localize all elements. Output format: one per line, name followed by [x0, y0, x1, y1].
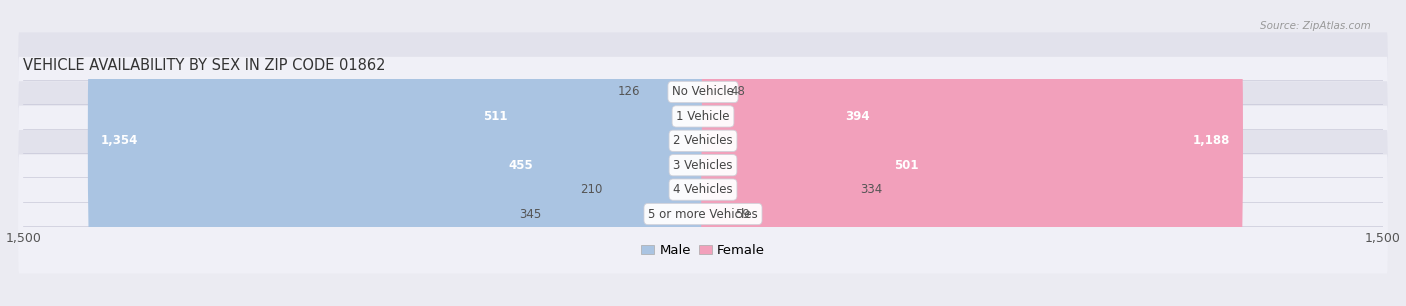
FancyBboxPatch shape	[18, 106, 1388, 225]
Text: 501: 501	[894, 159, 918, 172]
FancyBboxPatch shape	[702, 14, 883, 219]
Text: 455: 455	[508, 159, 533, 172]
Text: 5 or more Vehicles: 5 or more Vehicles	[648, 207, 758, 221]
FancyBboxPatch shape	[18, 57, 1388, 176]
Text: 1 Vehicle: 1 Vehicle	[676, 110, 730, 123]
FancyBboxPatch shape	[702, 0, 727, 194]
FancyBboxPatch shape	[702, 39, 1243, 243]
Text: 3 Vehicles: 3 Vehicles	[673, 159, 733, 172]
FancyBboxPatch shape	[702, 63, 932, 267]
Text: 2 Vehicles: 2 Vehicles	[673, 134, 733, 147]
Text: 1,354: 1,354	[101, 134, 138, 147]
Text: No Vehicle: No Vehicle	[672, 85, 734, 99]
Text: Source: ZipAtlas.com: Source: ZipAtlas.com	[1260, 21, 1371, 32]
FancyBboxPatch shape	[87, 39, 704, 243]
Text: 126: 126	[619, 85, 641, 99]
Text: 345: 345	[519, 207, 541, 221]
FancyBboxPatch shape	[644, 0, 704, 194]
Text: 334: 334	[859, 183, 882, 196]
FancyBboxPatch shape	[470, 14, 704, 219]
FancyBboxPatch shape	[702, 112, 731, 306]
Text: 210: 210	[581, 183, 602, 196]
FancyBboxPatch shape	[18, 130, 1388, 249]
Text: 48: 48	[730, 85, 745, 99]
Text: 511: 511	[482, 110, 508, 123]
FancyBboxPatch shape	[702, 87, 856, 292]
Text: VEHICLE AVAILABILITY BY SEX IN ZIP CODE 01862: VEHICLE AVAILABILITY BY SEX IN ZIP CODE …	[24, 58, 387, 73]
Text: 394: 394	[845, 110, 870, 123]
FancyBboxPatch shape	[18, 155, 1388, 274]
FancyBboxPatch shape	[495, 63, 704, 267]
FancyBboxPatch shape	[546, 112, 704, 306]
FancyBboxPatch shape	[18, 81, 1388, 200]
Legend: Male, Female: Male, Female	[636, 239, 770, 263]
Text: 59: 59	[735, 207, 749, 221]
FancyBboxPatch shape	[606, 87, 704, 292]
Text: 4 Vehicles: 4 Vehicles	[673, 183, 733, 196]
Text: 1,188: 1,188	[1192, 134, 1230, 147]
FancyBboxPatch shape	[18, 32, 1388, 151]
